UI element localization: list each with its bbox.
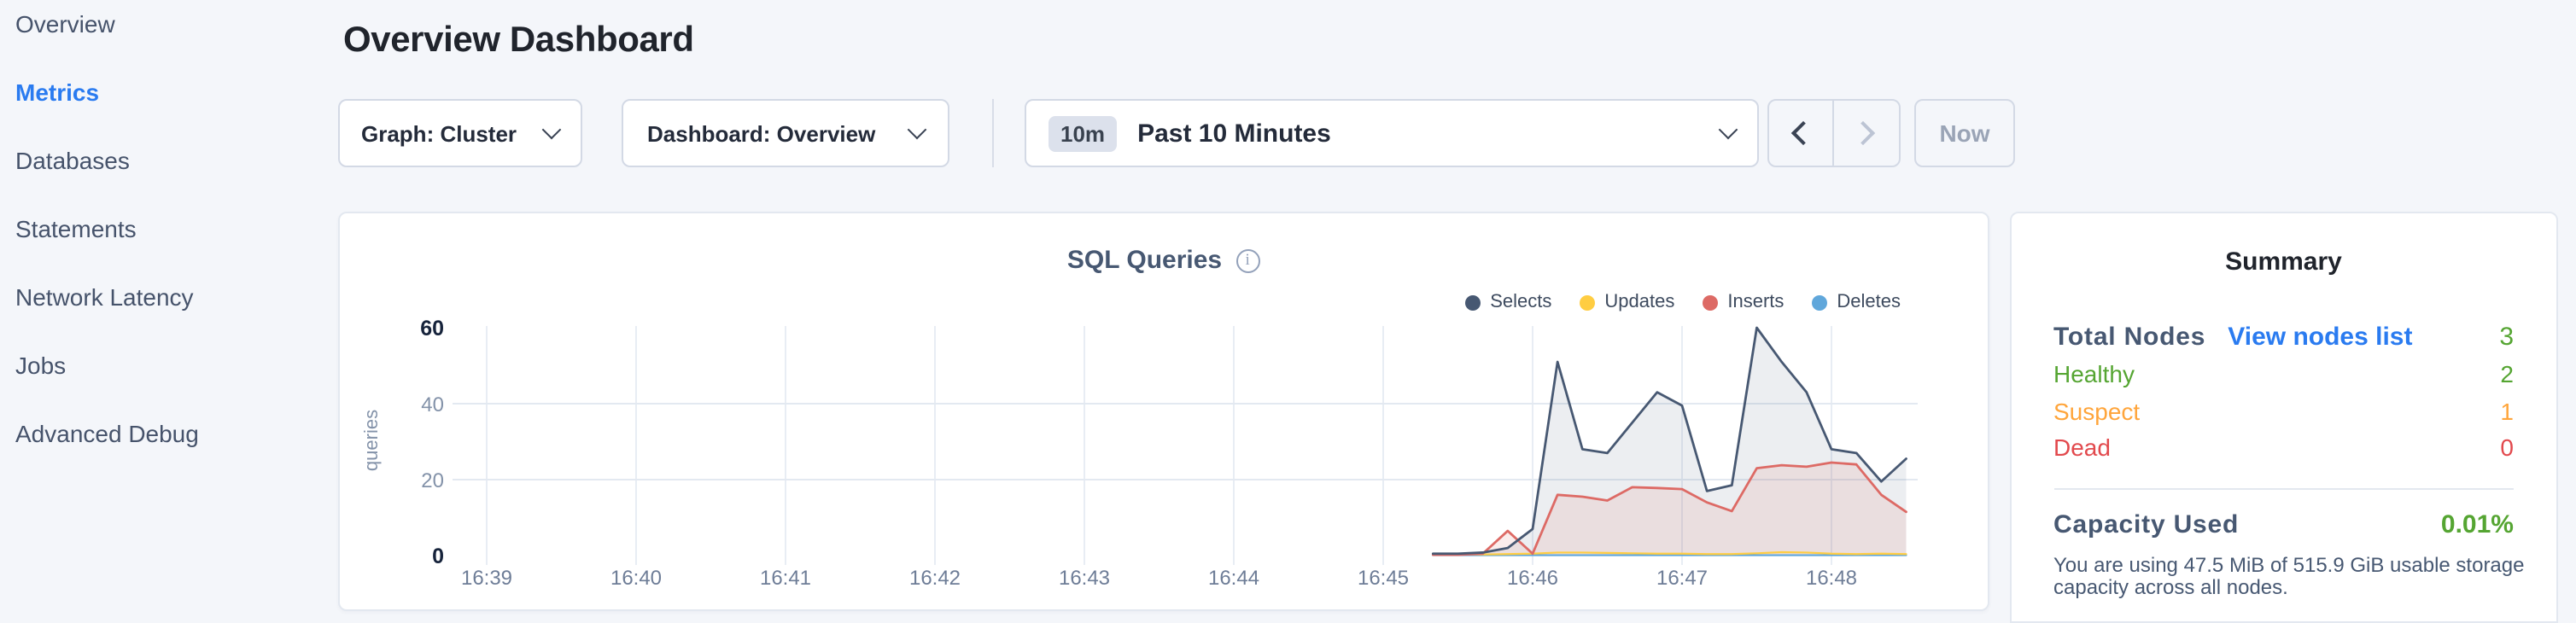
- legend-label: Inserts: [1727, 292, 1785, 312]
- chevron-down-icon: [1718, 119, 1738, 140]
- legend-item-inserts: Inserts: [1702, 292, 1784, 312]
- y-axis-tick-label: 20: [420, 469, 443, 492]
- node-status-label: Suspect: [2053, 397, 2141, 424]
- series-line-updates: [1431, 550, 1907, 556]
- chart-title-row: SQL Queries i: [339, 246, 1988, 275]
- node-status-row-suspect: Suspect 1: [2053, 397, 2514, 434]
- capacity-used-value: 0.01%: [2440, 509, 2514, 539]
- sidebar-item-databases[interactable]: Databases: [15, 147, 130, 174]
- capacity-note: You are using 47.5 MiB of 515.9 GiB usab…: [2053, 552, 2525, 600]
- x-axis-tick-label: 16:42: [908, 567, 960, 590]
- node-status-value: 0: [2500, 434, 2514, 461]
- legend-item-updates: Updates: [1579, 292, 1674, 312]
- total-nodes-row: Total Nodes View nodes list 3: [2053, 323, 2514, 360]
- dashboard-dropdown[interactable]: Dashboard: Overview: [622, 99, 949, 167]
- x-axis-tick-label: 16:45: [1357, 567, 1408, 590]
- series-line-selects: [1430, 326, 1907, 556]
- legend-item-deletes: Deletes: [1811, 292, 1901, 312]
- now-button[interactable]: Now: [1914, 99, 2015, 167]
- chart-legend: Selects Updates Inserts Deletes: [1464, 292, 1901, 312]
- x-axis-tick-label: 16:39: [460, 567, 511, 590]
- sidebar-item-overview[interactable]: Overview: [15, 10, 115, 38]
- series-area-inserts: [1432, 462, 1906, 556]
- chart-card: 16:39 16:40 16:41 16:42 16:43 16:44 16:45 16:46…: [337, 212, 1989, 611]
- x-axis-tick-label: 16:40: [610, 567, 661, 590]
- y-axis-tick-label: 0: [431, 544, 443, 568]
- summary-body: Total Nodes View nodes list 3 Healthy 2 Su…: [2053, 323, 2525, 600]
- chart-title: SQL Queries: [1066, 246, 1223, 275]
- series-area-selects: [1432, 328, 1906, 556]
- chevron-down-icon: [907, 119, 927, 140]
- page-title: Overview Dashboard: [343, 20, 694, 60]
- sidebar-item-jobs[interactable]: Jobs: [15, 352, 67, 379]
- summary-divider: [2053, 487, 2514, 489]
- sidebar-item-advanced-debug[interactable]: Advanced Debug: [15, 420, 199, 447]
- summary-title: Summary: [2225, 247, 2342, 277]
- capacity-row: Capacity Used 0.01%: [2053, 509, 2514, 547]
- y-axis-label: queries: [359, 410, 381, 471]
- sidebar-item-metrics[interactable]: Metrics: [15, 79, 100, 106]
- summary-card: Summary Total Nodes View nodes list 3 He…: [2009, 212, 2558, 623]
- info-icon[interactable]: i: [1235, 248, 1260, 272]
- node-status-label: Healthy: [2053, 360, 2135, 387]
- x-axis-tick-label: 16:41: [759, 567, 810, 590]
- node-status-value: 1: [2500, 397, 2514, 424]
- chevron-left-icon: [1790, 120, 1815, 146]
- sidebar: Overview Metrics Databases Statements Networ…: [0, 0, 324, 478]
- x-axis-tick-label: 16:48: [1805, 567, 1856, 590]
- capacity-note-line: capacity across all nodes.: [2053, 575, 2288, 599]
- graph-dropdown-label: Graph: Cluster: [361, 120, 517, 146]
- y-axis-tick-label: 60: [419, 317, 443, 341]
- series-line-inserts: [1430, 461, 1907, 556]
- view-nodes-list-link[interactable]: View nodes list: [2228, 323, 2413, 352]
- x-axis-tick-label: 16:43: [1058, 567, 1109, 590]
- legend-label: Selects: [1490, 292, 1552, 312]
- x-axis-tick-label: 16:46: [1506, 567, 1557, 590]
- chevron-down-icon: [540, 119, 561, 140]
- legend-dot-icon: [1464, 294, 1481, 310]
- graph-dropdown[interactable]: Graph: Cluster: [337, 99, 581, 167]
- node-status-value: 2: [2500, 360, 2514, 387]
- node-status-label: Dead: [2053, 434, 2111, 461]
- time-range-label: Past 10 Minutes: [1137, 119, 1331, 148]
- dashboard-dropdown-label: Dashboard: Overview: [647, 120, 876, 146]
- legend-label: Updates: [1604, 292, 1675, 312]
- node-status-row-healthy: Healthy 2: [2053, 360, 2514, 397]
- legend-dot-icon: [1579, 294, 1595, 310]
- legend-dot-icon: [1702, 294, 1718, 310]
- legend-dot-icon: [1811, 294, 1827, 310]
- capacity-note-line: You are using 47.5 MiB of 515.9 GiB usab…: [2053, 552, 2525, 576]
- next-time-button[interactable]: [1834, 101, 1898, 166]
- total-nodes-label: Total Nodes: [2053, 323, 2206, 352]
- time-range-badge: 10m: [1049, 115, 1118, 151]
- controls-divider: [992, 99, 994, 167]
- legend-item-selects: Selects: [1464, 292, 1551, 312]
- time-step-control: [1767, 99, 1900, 167]
- sidebar-item-network-latency[interactable]: Network Latency: [15, 283, 194, 311]
- node-status-row-dead: Dead 0: [2053, 434, 2514, 470]
- time-range-selector[interactable]: 10m Past 10 Minutes: [1025, 99, 1759, 167]
- y-axis-tick-label: 40: [420, 393, 443, 416]
- legend-label: Deletes: [1837, 292, 1901, 312]
- x-axis-tick-label: 16:44: [1207, 567, 1259, 590]
- node-status-rows: Healthy 2 Suspect 1 Dead 0: [2053, 360, 2514, 470]
- prev-time-button[interactable]: [1768, 101, 1834, 166]
- chevron-right-icon: [1851, 120, 1876, 146]
- x-axis-tick-label: 16:47: [1656, 567, 1707, 590]
- total-nodes-value: 3: [2499, 323, 2514, 352]
- sql-queries-plot: 16:39 16:40 16:41 16:42 16:43 16:44 16:45 16:46…: [359, 317, 1917, 590]
- sidebar-item-statements[interactable]: Statements: [15, 215, 137, 242]
- capacity-used-label: Capacity Used: [2053, 509, 2240, 539]
